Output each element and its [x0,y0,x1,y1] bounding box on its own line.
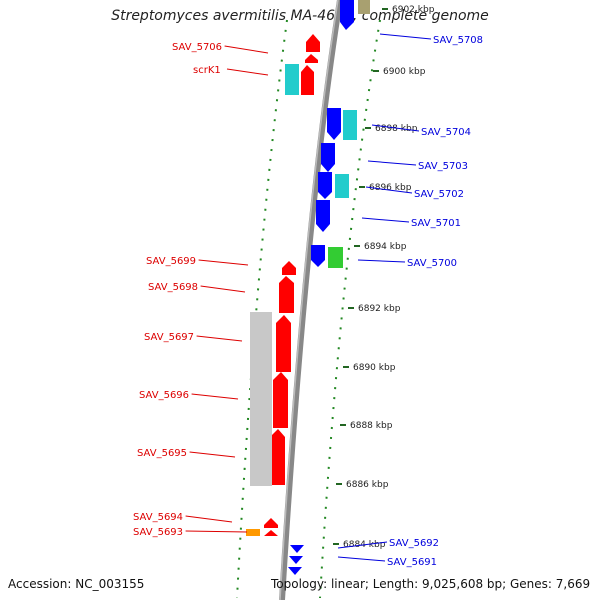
gene-label-left[interactable]: SAV_5695 [137,448,187,459]
gene-label-right[interactable]: SAV_5700 [407,258,457,269]
gene-label-connector [379,33,432,40]
tick-label: 6902 kbp [392,5,435,15]
gene-label-connector [196,335,243,342]
gene-label-right[interactable]: SAV_5702 [414,189,464,200]
gene-block-sav5691-a[interactable] [289,556,303,564]
gene-label-connector [337,556,386,562]
gene-block-scrk1-red[interactable] [301,65,314,95]
gene-label-connector [185,530,248,533]
genome-backbone-highlight [279,0,339,600]
scale-ticks: 6902 kbp 6900 kbp 6898 kbp 6896 kbp 6894 kbp… [333,5,435,550]
tick-label: 6888 kbp [350,421,393,431]
tick-label: 6886 kbp [346,480,389,490]
gene-block-scrk1-cyan[interactable] [285,64,299,95]
gene-label-connector [198,259,249,266]
gene-block-sav5696[interactable] [273,372,288,428]
gene-block-sav5704[interactable] [327,108,341,140]
gene-block-sav5703[interactable] [321,143,335,172]
gene-label-connector [189,451,236,458]
gene-label-left[interactable]: SAV_5694 [133,512,183,523]
gene-block-sav5708[interactable] [340,0,354,30]
genome-backbone [279,0,343,600]
gene-label-left[interactable]: SAV_5698 [148,282,198,293]
accession-text: Accession: NC_003155 [8,577,145,591]
gene-block-sav5702[interactable] [318,172,332,199]
gene-block-olive[interactable] [358,0,370,14]
gene-block-sav5706[interactable] [306,34,320,52]
gene-label-connector [226,68,269,76]
gene-block-sav5697[interactable] [276,315,291,372]
right-track-guide [319,19,381,599]
left-gene-labels: SAV_5706 scrK1 SAV_5699 SAV_5698 SAV_5697 SAV… [133,42,269,538]
gene-block-sav5691-b[interactable] [288,567,302,575]
tick-label: 6896 kbp [369,183,412,193]
gene-label-right[interactable]: SAV_5691 [387,557,437,568]
gene-label-right[interactable]: SAV_5708 [433,35,483,46]
gene-label-connector [365,186,413,194]
gene-label-right[interactable]: SAV_5692 [389,538,439,549]
gene-label-connector [371,124,420,132]
gene-block-sav5693[interactable] [264,530,278,536]
gene-label-left[interactable]: SAV_5696 [139,390,189,401]
gene-label-left[interactable]: SAV_5693 [133,527,183,538]
gene-label-connector [337,541,388,549]
gene-label-connector [361,217,410,223]
gene-label-right[interactable]: SAV_5704 [421,127,471,138]
tick-label: 6900 kbp [383,67,426,77]
gene-block-sav5699[interactable] [282,261,296,275]
tick-label: 6894 kbp [364,242,407,252]
gene-block-sav5706-b[interactable] [305,54,318,63]
genome-title: Streptomyces avermitilis MA-4680, comple… [111,8,489,24]
tick-label: 6892 kbp [358,304,401,314]
gene-label-connector [185,515,233,523]
gene-label-connector [191,393,239,400]
gene-label-left[interactable]: SAV_5699 [146,256,196,267]
gene-label-connector [200,285,246,293]
gene-label-left[interactable]: scrK1 [193,65,221,76]
genome-summary-text: Topology: linear; Length: 9,025,608 bp; … [271,577,591,591]
gene-block-sav5700[interactable] [311,245,325,267]
gene-block-orange[interactable] [246,529,260,536]
right-gene-labels: SAV_5708 SAV_5704 SAV_5703 SAV_5702 SAV_5701… [337,33,483,568]
gene-block-sav5701[interactable] [316,200,330,232]
tick-label: 6890 kbp [353,363,396,373]
gene-label-left[interactable]: SAV_5706 [172,42,222,53]
tick-label: 6898 kbp [375,124,418,134]
gene-block-green-5700[interactable] [328,247,343,268]
gene-label-left[interactable]: SAV_5697 [144,332,194,343]
gene-block-sav5694[interactable] [264,518,278,528]
gene-label-connector [357,259,406,263]
gene-block-cyan-5702[interactable] [335,174,349,198]
gene-label-connector [224,45,269,54]
gene-block-cyan-5704[interactable] [343,110,357,140]
gene-block-grey-large[interactable] [250,312,272,486]
gene-label-right[interactable]: SAV_5703 [418,161,468,172]
gene-label-connector [367,160,417,166]
gene-block-sav5692[interactable] [290,545,304,553]
gene-block-sav5698[interactable] [279,276,294,313]
gene-label-right[interactable]: SAV_5701 [411,218,461,229]
gene-block-sav5695[interactable] [270,429,285,485]
